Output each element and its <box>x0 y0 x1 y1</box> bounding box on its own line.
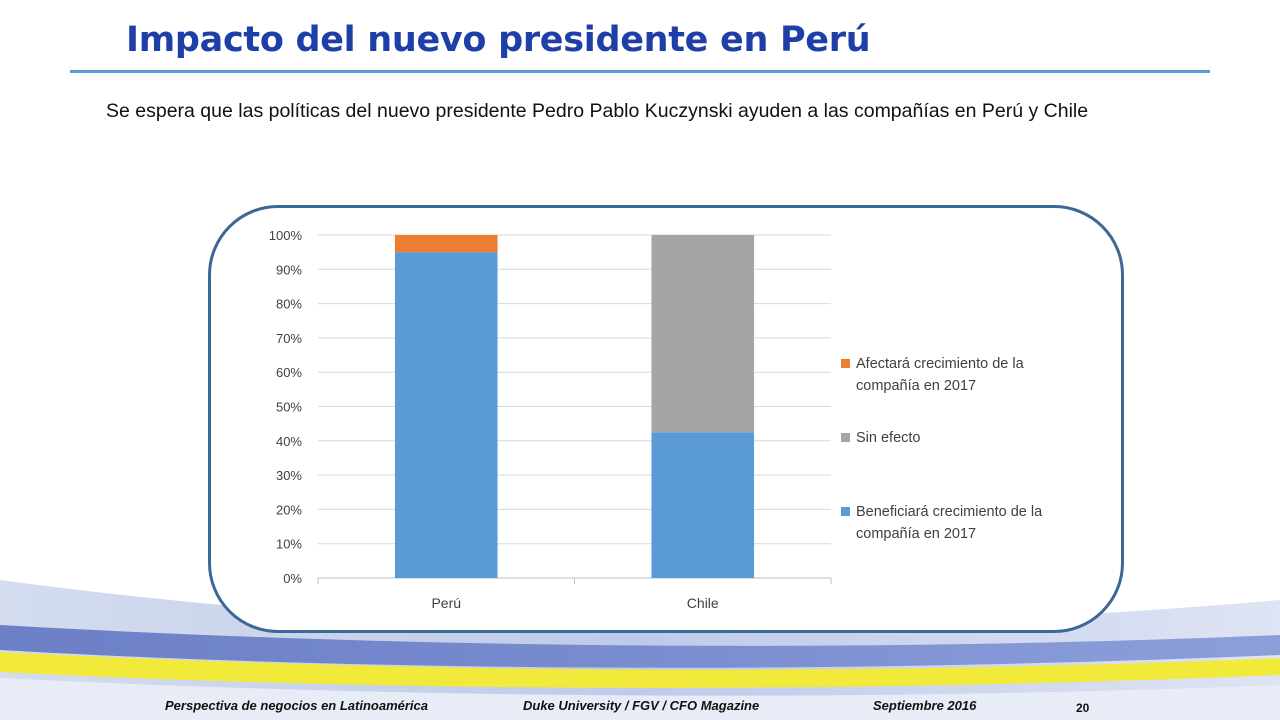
bar-segment <box>394 235 498 253</box>
bar-segment <box>651 432 755 578</box>
y-tick-label: 0% <box>283 571 302 586</box>
bar-segment <box>651 235 755 433</box>
y-tick-label: 50% <box>276 400 302 415</box>
x-category-label: Perú <box>431 595 461 611</box>
slide-title: Impacto del nuevo presidente en Perú <box>126 20 871 60</box>
bar-segment <box>394 252 498 578</box>
y-tick-label: 60% <box>276 365 302 380</box>
y-tick-label: 40% <box>276 434 302 449</box>
y-tick-label: 10% <box>276 537 302 552</box>
legend-swatch <box>841 507 850 516</box>
title-underline <box>70 70 1210 73</box>
y-tick-label: 30% <box>276 468 302 483</box>
x-category-label: Chile <box>687 595 719 611</box>
y-tick-label: 20% <box>276 502 302 517</box>
legend-swatch <box>841 433 850 442</box>
y-tick-label: 100% <box>269 228 303 243</box>
page-number: 20 <box>1076 701 1090 715</box>
legend-label: Afectará crecimiento de la compañía en 20… <box>856 356 1025 394</box>
y-tick-label: 80% <box>276 297 302 312</box>
chart-frame: 0% 10% 20% 30% 40% 50% 60% 70% 80% 90% 100% Perú Chi… <box>208 205 1124 633</box>
footer: Perspectiva de negocios en Latinoamérica… <box>165 698 976 713</box>
footer-date: Septiembre 2016 <box>873 698 977 713</box>
stacked-bar-chart: 0% 10% 20% 30% 40% 50% 60% 70% 80% 90% 100% Perú Chi… <box>269 228 1043 611</box>
y-tick-label: 90% <box>276 262 302 277</box>
footer-source: Perspectiva de negocios en Latinoamérica <box>165 698 428 713</box>
legend-label: Sin efecto <box>856 430 921 446</box>
footer-publisher: Duke University / FGV / CFO Magazine <box>523 698 760 713</box>
legend-label: Beneficiará crecimiento de la compañía en… <box>856 504 1043 542</box>
slide-subtitle: Se espera que las políticas del nuevo pr… <box>106 100 1089 122</box>
y-tick-label: 70% <box>276 331 302 346</box>
legend-swatch <box>841 359 850 368</box>
